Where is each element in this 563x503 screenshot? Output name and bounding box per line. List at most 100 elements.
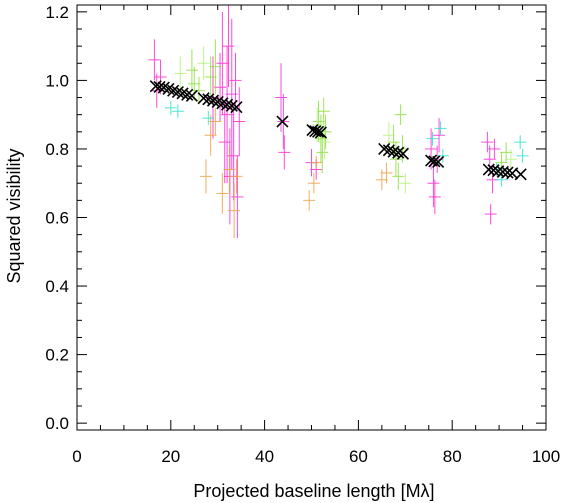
data-point xyxy=(192,76,205,105)
data-point xyxy=(222,5,235,88)
series-model xyxy=(149,80,527,181)
model-point-stroke xyxy=(309,125,322,138)
model-point-stroke xyxy=(387,145,400,158)
y-axis-label: Squared visibility xyxy=(4,148,24,283)
model-point-stroke xyxy=(312,125,325,138)
model-point-stroke xyxy=(276,115,289,128)
model-point-stroke xyxy=(181,88,194,101)
data-point xyxy=(488,138,501,160)
data-point xyxy=(216,172,229,215)
x-tick-label: 80 xyxy=(443,447,462,466)
data-point xyxy=(433,118,446,153)
data-point xyxy=(389,142,402,177)
model-point xyxy=(276,115,289,128)
data-point xyxy=(209,39,222,95)
model-point-stroke xyxy=(197,92,210,105)
y-tick-label: 1.2 xyxy=(45,3,69,22)
model-point xyxy=(501,166,514,179)
model-point xyxy=(216,97,229,110)
data-point xyxy=(434,121,447,136)
model-point-stroke xyxy=(392,146,405,159)
axis-labels: Projected baseline length [Mλ] Squared v… xyxy=(4,148,435,501)
model-point xyxy=(428,155,441,168)
y-tick-label: 1.0 xyxy=(45,71,69,90)
model-point-stroke xyxy=(216,97,229,110)
data-point xyxy=(221,46,234,184)
model-point xyxy=(230,101,243,114)
axes: 0 20 40 60 80 100 0.0 0.2 0.4 0.6 0.8 1.0 1.2 xyxy=(45,3,560,466)
data-point xyxy=(278,135,291,170)
model-point-stroke xyxy=(432,155,445,169)
data-point xyxy=(202,111,215,125)
model-point xyxy=(514,168,527,181)
model-point xyxy=(378,142,391,156)
model-point-stroke xyxy=(382,144,395,157)
data-point xyxy=(223,145,236,194)
model-point xyxy=(312,125,325,138)
model-point xyxy=(392,146,405,159)
model-point xyxy=(482,163,495,176)
model-point xyxy=(396,147,410,160)
model-point-stroke xyxy=(211,95,224,109)
data-point xyxy=(209,107,222,136)
model-point xyxy=(176,87,189,100)
data-point xyxy=(317,97,330,125)
data-point xyxy=(484,203,497,225)
plot-area xyxy=(148,5,529,239)
data-point xyxy=(514,135,527,149)
series-light_green xyxy=(174,46,517,194)
model-point-stroke xyxy=(230,101,243,114)
model-point-stroke xyxy=(202,93,215,106)
y-tick-label: 0.2 xyxy=(45,346,69,365)
model-point xyxy=(387,145,400,158)
model-point-stroke xyxy=(157,81,170,94)
model-point xyxy=(185,89,198,102)
plot-frame xyxy=(76,4,547,431)
model-point-stroke xyxy=(206,94,220,107)
data-point xyxy=(204,56,217,98)
data-point xyxy=(307,172,320,194)
model-point-stroke xyxy=(487,164,500,177)
model-point xyxy=(171,85,184,99)
data-point xyxy=(316,131,329,173)
model-point xyxy=(221,98,234,111)
data-point xyxy=(387,124,400,160)
model-point-stroke xyxy=(185,89,198,102)
model-point-stroke xyxy=(162,82,175,96)
model-point-stroke xyxy=(176,87,189,100)
data-point xyxy=(185,49,198,91)
model-point xyxy=(211,95,224,109)
model-point-stroke xyxy=(167,84,180,97)
model-point xyxy=(487,164,500,177)
data-point xyxy=(229,52,242,108)
data-point xyxy=(228,183,241,239)
model-point-stroke xyxy=(306,124,319,137)
model-point-stroke xyxy=(171,85,184,99)
series-cyan xyxy=(164,100,529,187)
data-point xyxy=(214,52,227,122)
model-point-stroke xyxy=(514,168,527,181)
model-point-stroke xyxy=(501,166,514,179)
x-tick-label: 100 xyxy=(532,447,560,466)
model-point-stroke xyxy=(396,147,410,160)
data-point xyxy=(164,100,177,115)
model-point xyxy=(157,81,170,94)
data-point xyxy=(310,155,323,170)
model-point-stroke xyxy=(428,155,441,168)
data-point xyxy=(399,172,412,194)
model-point xyxy=(197,92,210,105)
data-point xyxy=(481,131,494,153)
y-tick-label: 0.4 xyxy=(45,277,69,296)
x-tick-label: 0 xyxy=(72,447,81,466)
data-point xyxy=(425,128,438,170)
model-point-stroke xyxy=(425,154,438,167)
model-point-stroke xyxy=(314,126,327,139)
data-point xyxy=(516,148,529,163)
data-point xyxy=(148,39,161,81)
data-point xyxy=(230,159,243,194)
model-point-stroke xyxy=(221,98,234,111)
x-tick-label: 60 xyxy=(349,447,368,466)
data-point xyxy=(504,148,517,170)
